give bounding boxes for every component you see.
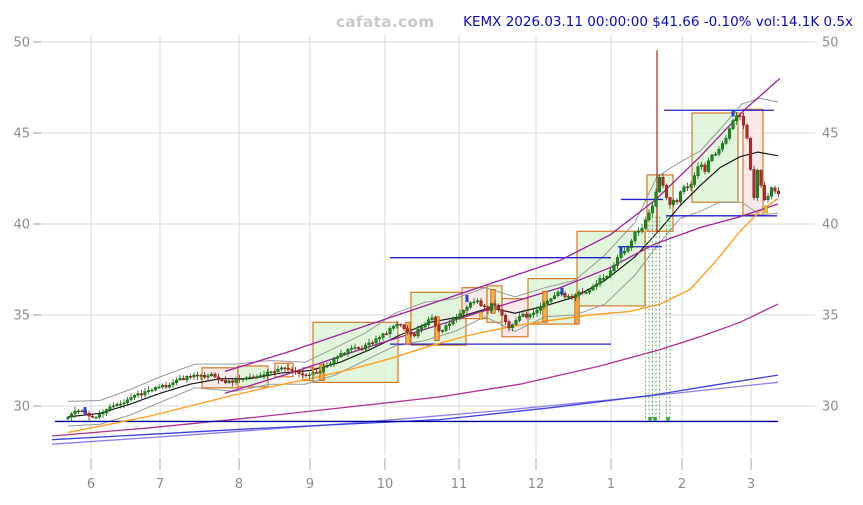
y-axis-label-right: 35	[822, 309, 839, 324]
y-axis-label-left: 30	[13, 400, 30, 415]
x-axis-label: 11	[451, 477, 468, 492]
y-axis-label-right: 30	[822, 400, 839, 415]
x-axis-label: 3	[747, 477, 755, 492]
x-axis-label: 8	[235, 477, 243, 492]
candles-up	[66, 115, 774, 420]
x-axis-label: 9	[306, 477, 314, 492]
pattern-box	[312, 321, 399, 383]
candle-wicks-down	[81, 112, 779, 421]
candle-wicks-up	[67, 112, 772, 422]
yellow-signal-marker	[764, 205, 768, 214]
quote-header-text: KEMX 2026.03.11 00:00:00 $41.66 -0.10% v…	[463, 14, 853, 30]
x-axis-label: 6	[87, 477, 95, 492]
x-axis-label: 7	[156, 477, 164, 492]
alert-marker	[312, 367, 314, 373]
watermark-logo: cafata.com	[336, 13, 435, 31]
y-axis-label-right: 50	[822, 36, 839, 51]
candles-down	[80, 115, 781, 418]
blue-signal-marker	[560, 287, 564, 295]
y-axis-label-right: 45	[822, 127, 839, 142]
x-axis-label: 10	[377, 477, 394, 492]
alert-marker	[287, 362, 289, 368]
x-axis-label: 12	[528, 477, 545, 492]
yellow-signal-marker	[479, 312, 483, 320]
blue-signal-marker	[731, 109, 735, 117]
x-axis-label: 1	[607, 477, 615, 492]
y-axis-label-left: 35	[13, 309, 30, 324]
blue-signal-marker	[83, 407, 87, 415]
blue-signal-marker	[465, 295, 469, 303]
y-axis-label-left: 45	[13, 127, 30, 142]
y-axis-label-left: 40	[13, 218, 30, 233]
y-axis-label-left: 50	[13, 36, 30, 51]
blue-signal-marker	[619, 246, 623, 253]
x-axis-label: 2	[678, 477, 686, 492]
y-axis-label-right: 40	[822, 218, 839, 233]
